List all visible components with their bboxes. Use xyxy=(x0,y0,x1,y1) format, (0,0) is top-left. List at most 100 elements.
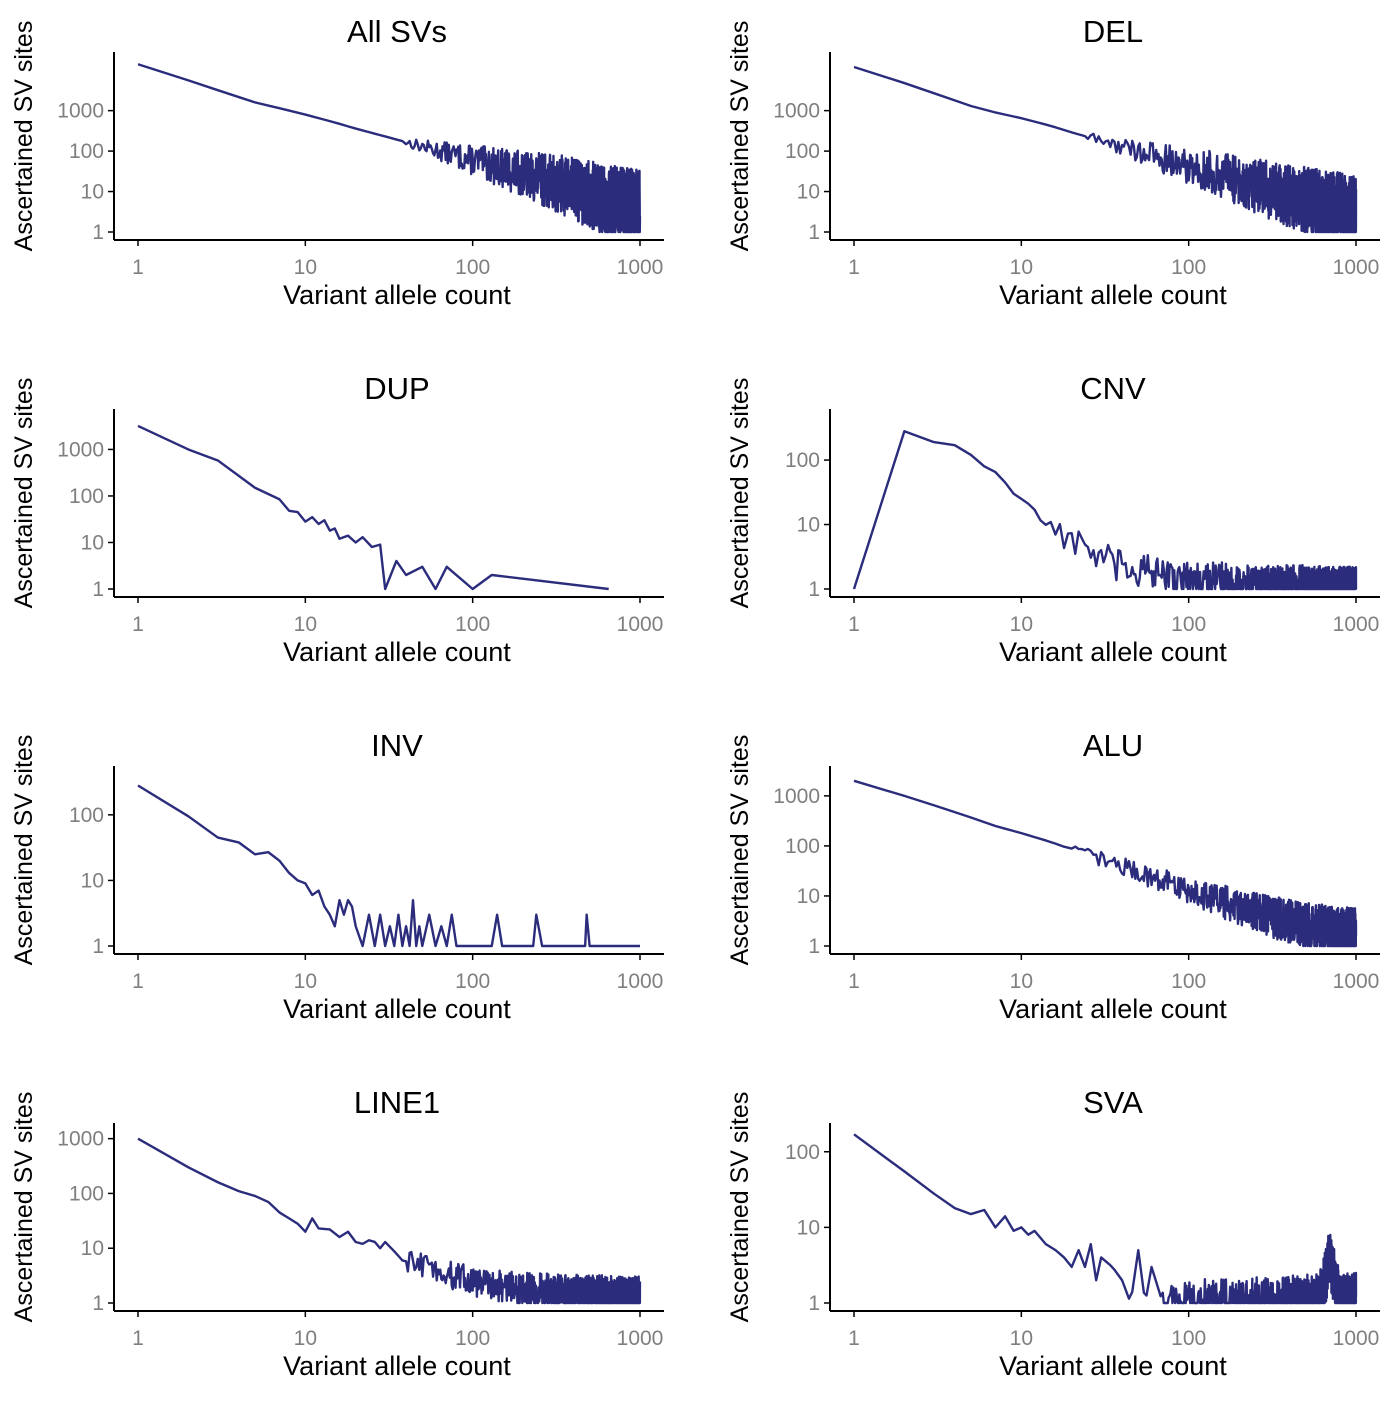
y-tick-label: 1 xyxy=(92,1292,104,1315)
y-tick-label: 1000 xyxy=(57,1128,104,1151)
y-axis-label: Ascertained SV sites xyxy=(726,378,754,609)
x-tick-label: 100 xyxy=(455,256,490,279)
x-tick-label: 100 xyxy=(1171,1327,1206,1350)
chart-title: DUP xyxy=(364,371,429,406)
series-line xyxy=(853,779,1358,948)
chart-title: ALU xyxy=(1083,728,1143,763)
x-tick-label: 100 xyxy=(455,970,490,993)
x-axis-label: Variant allele count xyxy=(999,1351,1227,1381)
series-line xyxy=(853,1133,1358,1305)
y-tick-label: 10 xyxy=(797,1216,820,1239)
chart-svg: DUP 1 10 100 1000 1 10 100 1000 Variant allele co… xyxy=(10,371,664,667)
x-tick-label: 1000 xyxy=(617,256,664,279)
chart-title: LINE1 xyxy=(354,1085,440,1120)
y-axis-label: Ascertained SV sites xyxy=(726,735,754,966)
y-tick-label: 10 xyxy=(797,885,820,908)
y-tick-label: 100 xyxy=(785,140,820,163)
x-tick-label: 1 xyxy=(132,256,144,279)
y-tick-label: 1 xyxy=(808,1292,820,1315)
y-tick-label: 100 xyxy=(69,1182,104,1205)
y-tick-label: 100 xyxy=(785,1141,820,1164)
y-tick-label: 10 xyxy=(81,1237,104,1260)
chart-panel: LINE1 1 10 100 1000 1 10 100 1000 Variant allele … xyxy=(0,1071,699,1417)
x-axis-label: Variant allele count xyxy=(283,1351,511,1381)
x-tick-label: 1 xyxy=(132,613,144,636)
series-line xyxy=(137,784,640,948)
y-tick-label: 1000 xyxy=(773,100,820,123)
x-tick-label: 10 xyxy=(294,970,317,993)
chart-title: CNV xyxy=(1080,371,1146,406)
y-tick-label: 10 xyxy=(81,531,104,554)
x-tick-label: 1 xyxy=(132,1327,144,1350)
x-tick-label: 10 xyxy=(294,1327,317,1350)
y-tick-label: 10 xyxy=(797,181,820,204)
y-tick-label: 10 xyxy=(81,181,104,204)
x-tick-label: 1000 xyxy=(1333,613,1380,636)
y-axis-label: Ascertained SV sites xyxy=(10,378,38,609)
x-axis-label: Variant allele count xyxy=(283,994,511,1024)
chart-panel: All SVs 1 10 100 1000 1 10 100 1000 Variant allel… xyxy=(0,0,699,346)
y-axis-label: Ascertained SV sites xyxy=(10,1092,38,1323)
x-tick-label: 100 xyxy=(1171,970,1206,993)
chart-panel: SVA 1 10 100 1000 1 10 100 Variant allele count A… xyxy=(716,1071,1399,1417)
chart-svg: DEL 1 10 100 1000 1 100 10 1000 Variant allele co… xyxy=(726,14,1380,310)
x-tick-label: 100 xyxy=(455,613,490,636)
y-tick-label: 1000 xyxy=(773,785,820,808)
x-tick-label: 1 xyxy=(848,613,860,636)
x-tick-label: 100 xyxy=(1171,256,1206,279)
x-tick-label: 100 xyxy=(1171,613,1206,636)
y-tick-label: 10 xyxy=(81,869,104,892)
x-tick-label: 1000 xyxy=(617,613,664,636)
y-tick-label: 100 xyxy=(785,449,820,472)
x-tick-label: 1000 xyxy=(1333,256,1380,279)
chart-title: All SVs xyxy=(347,14,447,49)
x-tick-label: 1000 xyxy=(1333,970,1380,993)
x-axis-label: Variant allele count xyxy=(999,994,1227,1024)
y-axis-label: Ascertained SV sites xyxy=(10,21,38,252)
x-axis-label: Variant allele count xyxy=(999,280,1227,310)
chart-svg: ALU 1 10 100 1000 1 10 100 1000 Variant allele co… xyxy=(726,728,1380,1024)
x-tick-label: 1000 xyxy=(617,1327,664,1350)
x-tick-label: 1 xyxy=(848,256,860,279)
x-tick-label: 1000 xyxy=(617,970,664,993)
y-tick-label: 1 xyxy=(92,221,104,244)
y-tick-label: 10 xyxy=(797,514,820,537)
x-tick-label: 10 xyxy=(1010,256,1033,279)
x-tick-label: 10 xyxy=(294,256,317,279)
y-axis-label: Ascertained SV sites xyxy=(10,735,38,966)
series-line xyxy=(853,65,1358,234)
chart-panel: INV 1 10 100 1000 1 10 100 Variant allele count A… xyxy=(0,714,699,1060)
chart-panel: CNV 1 10 100 1000 1 10 100 Variant allele count A… xyxy=(716,357,1399,703)
x-tick-label: 10 xyxy=(1010,1327,1033,1350)
x-tick-label: 1 xyxy=(848,1327,860,1350)
x-axis-label: Variant allele count xyxy=(283,280,511,310)
x-tick-label: 1 xyxy=(848,970,860,993)
y-tick-label: 100 xyxy=(69,485,104,508)
y-tick-label: 1 xyxy=(92,935,104,958)
x-tick-label: 10 xyxy=(294,613,317,636)
y-axis-label: Ascertained SV sites xyxy=(726,1092,754,1323)
series-line xyxy=(137,63,642,234)
x-tick-label: 100 xyxy=(455,1327,490,1350)
series-line xyxy=(137,424,609,591)
chart-title: DEL xyxy=(1083,14,1143,49)
y-axis-label: Ascertained SV sites xyxy=(726,21,754,252)
x-tick-label: 1000 xyxy=(1333,1327,1380,1350)
chart-svg: All SVs 1 10 100 1000 1 10 100 1000 Variant allel… xyxy=(10,14,664,310)
y-tick-label: 1 xyxy=(808,935,820,958)
chart-title: INV xyxy=(371,728,423,763)
x-tick-label: 10 xyxy=(1010,970,1033,993)
series-line xyxy=(852,430,1358,591)
chart-panel: DUP 1 10 100 1000 1 10 100 1000 Variant allele co… xyxy=(0,357,699,703)
figure-grid: All SVs 1 10 100 1000 1 10 100 1000 Variant allel… xyxy=(0,0,1399,1381)
y-tick-label: 1000 xyxy=(57,438,104,461)
x-axis-label: Variant allele count xyxy=(283,637,511,667)
x-tick-label: 10 xyxy=(1010,613,1033,636)
chart-svg: LINE1 1 10 100 1000 1 10 100 1000 Variant allele … xyxy=(10,1085,664,1381)
y-tick-label: 1000 xyxy=(57,100,104,123)
y-tick-label: 1 xyxy=(92,578,104,601)
series-line xyxy=(137,1137,642,1305)
